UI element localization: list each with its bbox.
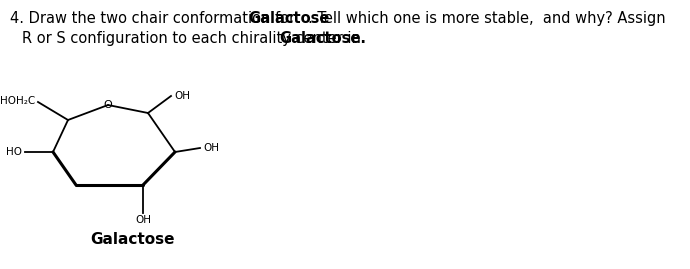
- Text: Galactose: Galactose: [90, 232, 175, 247]
- Text: 4. Draw the two chair conformation for: 4. Draw the two chair conformation for: [10, 11, 299, 26]
- Text: R or S configuration to each chirality center in: R or S configuration to each chirality c…: [22, 31, 366, 46]
- Text: . Tell which one is more stable,  and why? Assign: . Tell which one is more stable, and why…: [308, 11, 666, 26]
- Text: Galactose: Galactose: [248, 11, 329, 26]
- Text: OH: OH: [203, 143, 219, 153]
- Text: Galactose.: Galactose.: [279, 31, 366, 46]
- Text: O: O: [104, 100, 112, 110]
- Text: OH: OH: [174, 91, 190, 101]
- Text: HOH₂C: HOH₂C: [0, 96, 35, 106]
- Text: HO: HO: [6, 147, 22, 157]
- Text: OH: OH: [135, 215, 151, 225]
